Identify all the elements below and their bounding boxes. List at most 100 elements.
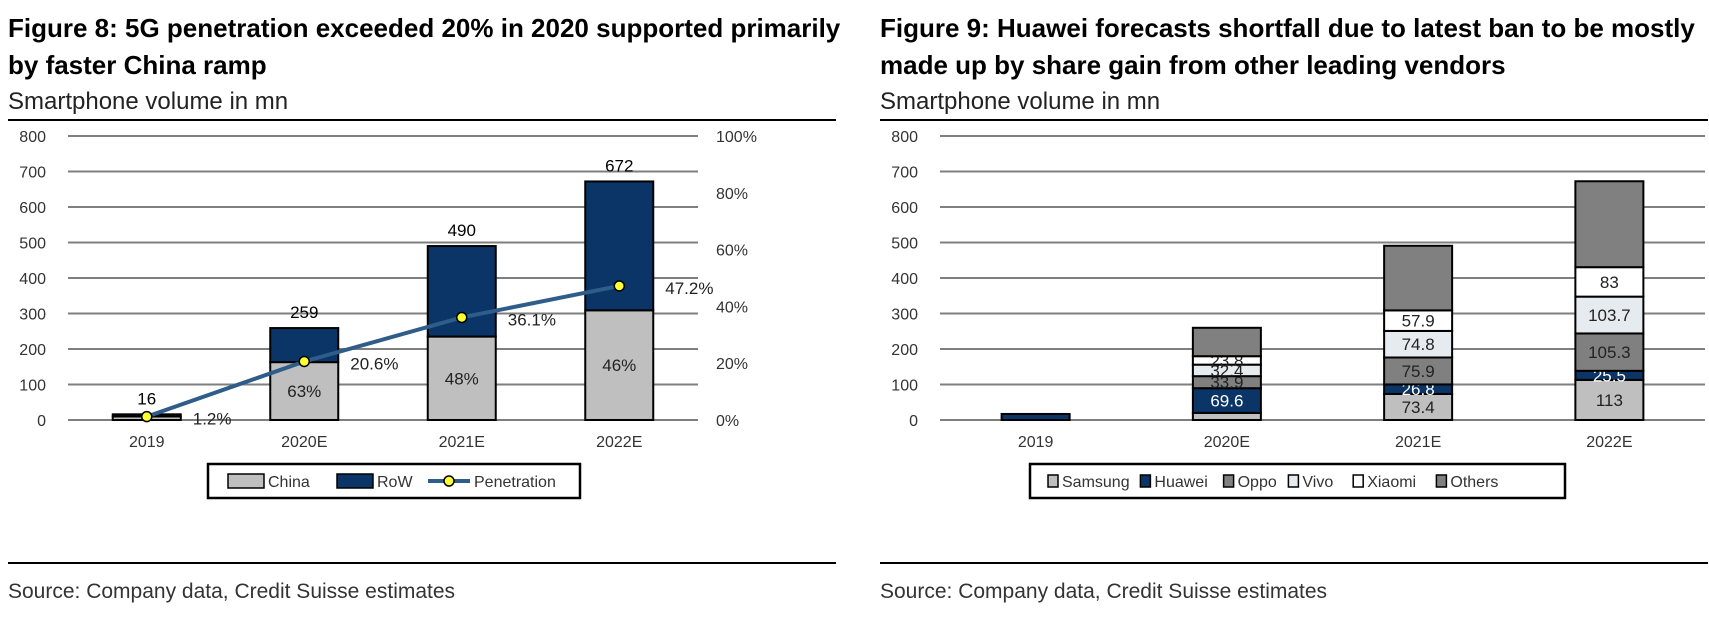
legend-label: Huawei <box>1154 474 1207 491</box>
y-tick-label: 400 <box>891 271 918 288</box>
bar-segment <box>1000 412 1071 421</box>
figure-9-source: Source: Company data, Credit Suisse esti… <box>880 580 1328 603</box>
x-tick-label: 2021E <box>1395 434 1441 451</box>
y-tick-label: 600 <box>891 200 918 217</box>
total-label: 672 <box>605 156 633 175</box>
data-label: 69.6 <box>1210 392 1243 411</box>
x-tick-label: 2021E <box>439 434 485 451</box>
data-label: 74.8 <box>1402 335 1435 354</box>
figure-9-subtitle: Smartphone volume in mn <box>880 88 1161 115</box>
legend-marker <box>443 475 455 487</box>
figure-8-panel: Figure 8: 5G penetration exceeded 20% in… <box>8 0 848 624</box>
data-label: 33.9 <box>1210 373 1243 392</box>
figure-8-chart: 0 100 200 300 400 500 600 700 800 0% 20% 40% 60% 80% 1… <box>19 129 757 500</box>
legend-label: Xiaomi <box>1367 474 1416 491</box>
legend-swatch <box>1435 474 1448 488</box>
y2-tick-label: 60% <box>716 243 748 260</box>
legend-label: Vivo <box>1302 474 1333 491</box>
y2-tick-label: 100% <box>716 129 757 146</box>
y-tick-label: 300 <box>19 307 46 324</box>
y-tick-label: 500 <box>19 236 46 253</box>
bar-segment <box>1383 244 1454 312</box>
y-tick-label: 0 <box>909 413 918 430</box>
y-tick-label: 700 <box>891 165 918 182</box>
penetration-label: 20.6% <box>350 354 398 373</box>
data-label: 48% <box>445 369 479 388</box>
bar-segment <box>1574 180 1645 269</box>
data-label: 103.7 <box>1588 306 1631 325</box>
x-tick-label: 2020E <box>281 434 327 451</box>
y-tick-label: 500 <box>891 236 918 253</box>
penetration-marker <box>456 311 468 324</box>
legend-swatch <box>1222 474 1235 488</box>
legend-label: Oppo <box>1238 474 1277 491</box>
legend-label: RoW <box>377 474 413 491</box>
penetration-marker <box>298 355 310 368</box>
legend-label: Samsung <box>1062 474 1130 491</box>
penetration-marker <box>141 410 153 423</box>
y-tick-label: 0 <box>37 413 46 430</box>
data-label: 73.4 <box>1402 398 1435 417</box>
total-label: 490 <box>448 221 476 240</box>
y-tick-label: 300 <box>891 307 918 324</box>
total-label: 259 <box>290 303 318 322</box>
bar-segment <box>1191 411 1262 421</box>
y-tick-label: 200 <box>19 342 46 359</box>
bar-segment <box>1383 356 1454 386</box>
figure-9-panel: Figure 9: Huawei forecasts shortfall due… <box>880 0 1709 624</box>
bar-segment <box>1191 326 1262 358</box>
figure-8-top-rule <box>8 119 836 121</box>
y-tick-label: 800 <box>891 129 918 146</box>
bar-segment <box>1574 295 1645 335</box>
figure-9-bottom-rule <box>880 562 1708 564</box>
x-tick-label: 2020E <box>1204 434 1250 451</box>
data-label: 113 <box>1596 391 1623 410</box>
x-tick-label: 2022E <box>1586 434 1632 451</box>
bar-segment <box>269 361 340 421</box>
x-tick-label: 2019 <box>129 434 165 451</box>
penetration-label: 47.2% <box>665 279 713 298</box>
penetration-marker <box>613 280 625 292</box>
figure-8-bottom-rule <box>8 562 836 564</box>
data-label: 57.9 <box>1402 312 1435 331</box>
legend-swatch <box>336 473 374 489</box>
y-tick-label: 100 <box>891 378 918 395</box>
figure-8-source: Source: Company data, Credit Suisse esti… <box>8 580 456 603</box>
figure-8-subtitle: Smartphone volume in mn <box>8 88 289 115</box>
y-tick-label: 600 <box>19 200 46 217</box>
legend-box <box>1028 462 1567 500</box>
bar-segment <box>1574 378 1645 422</box>
data-label: 75.9 <box>1402 362 1435 381</box>
legend-label: China <box>268 474 310 491</box>
total-label: 16 <box>137 389 156 408</box>
legend-swatch <box>227 473 265 489</box>
x-tick-label: 2022E <box>596 434 642 451</box>
legend-box <box>206 462 582 500</box>
legend-swatch <box>1047 474 1059 488</box>
legend-swatch <box>1352 474 1364 488</box>
bar-segment <box>1574 266 1645 298</box>
y-tick-label: 400 <box>19 271 46 288</box>
legend-swatch <box>1287 474 1300 488</box>
figure-9-top-rule <box>880 119 1708 121</box>
figure-9-chart: 0 100 200 300 400 500 600 700 800 2019 69.633.932.… <box>891 129 1705 500</box>
y2-tick-label: 0% <box>716 413 739 430</box>
legend-label: Others <box>1450 474 1498 491</box>
y-tick-label: 100 <box>19 378 46 395</box>
y2-tick-label: 20% <box>716 356 748 373</box>
data-label: 105.3 <box>1588 343 1631 362</box>
y2-tick-label: 40% <box>716 299 748 316</box>
y-tick-label: 700 <box>19 165 46 182</box>
figure-9-title: Figure 9: Huawei forecasts shortfall due… <box>880 13 1695 80</box>
legend-swatch <box>1139 474 1152 488</box>
y-tick-label: 800 <box>19 129 46 146</box>
data-label: 63% <box>287 382 321 401</box>
penetration-label: 36.1% <box>508 310 556 329</box>
penetration-label: 1.2% <box>193 410 232 429</box>
legend-label: Penetration <box>474 474 556 491</box>
penetration-line <box>146 283 620 419</box>
y2-tick-label: 80% <box>716 186 748 203</box>
data-label: 83 <box>1600 273 1619 292</box>
figure-8-title: Figure 8: 5G penetration exceeded 20% in… <box>8 13 841 80</box>
y-tick-label: 200 <box>891 342 918 359</box>
